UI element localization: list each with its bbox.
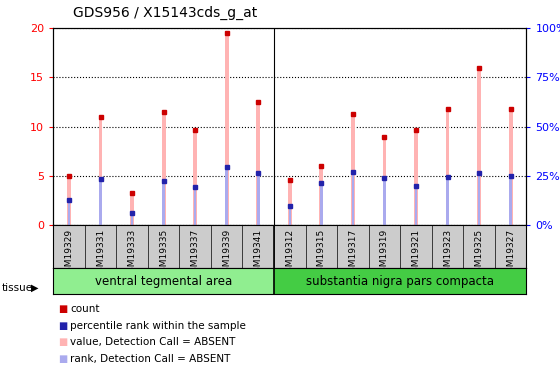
Text: GSM19335: GSM19335 [159, 228, 168, 278]
Text: ■: ■ [58, 338, 67, 347]
Bar [320, 183, 323, 225]
Text: ventral tegmental area: ventral tegmental area [95, 275, 232, 288]
Text: ■: ■ [58, 354, 67, 364]
Bar [288, 180, 292, 225]
Bar [414, 129, 418, 225]
Text: GSM19325: GSM19325 [474, 228, 484, 278]
Bar [352, 172, 354, 225]
Bar [351, 114, 355, 225]
Bar [477, 68, 481, 225]
Text: GSM19337: GSM19337 [190, 228, 200, 278]
Text: GSM19321: GSM19321 [412, 228, 421, 278]
Bar [415, 186, 417, 225]
Bar [257, 173, 259, 225]
Text: GSM19323: GSM19323 [443, 228, 452, 278]
Bar [53, 268, 274, 294]
Text: GSM19312: GSM19312 [285, 228, 295, 278]
Bar [225, 33, 228, 225]
Bar [162, 112, 166, 225]
Text: percentile rank within the sample: percentile rank within the sample [70, 321, 246, 331]
Bar [446, 177, 449, 225]
Text: GSM19319: GSM19319 [380, 228, 389, 278]
Bar [288, 206, 291, 225]
Bar [99, 117, 102, 225]
Text: GSM19333: GSM19333 [128, 228, 137, 278]
Bar [510, 176, 512, 225]
Text: GSM19331: GSM19331 [96, 228, 105, 278]
Bar [67, 176, 71, 225]
Text: ■: ■ [58, 321, 67, 331]
Text: GSM19317: GSM19317 [348, 228, 357, 278]
Text: GDS956 / X15143cds_g_at: GDS956 / X15143cds_g_at [73, 6, 257, 20]
Text: substantia nigra pars compacta: substantia nigra pars compacta [306, 275, 494, 288]
Bar [274, 268, 526, 294]
Bar [162, 181, 165, 225]
Bar [193, 129, 197, 225]
Text: count: count [70, 304, 100, 314]
Bar [508, 109, 512, 225]
Bar [194, 187, 197, 225]
Bar [226, 167, 228, 225]
Bar [383, 178, 386, 225]
Text: GSM19315: GSM19315 [317, 228, 326, 278]
Bar [131, 213, 133, 225]
Text: ▶: ▶ [31, 283, 38, 292]
Text: tissue: tissue [2, 283, 33, 292]
Bar [130, 192, 134, 225]
Bar [382, 137, 386, 225]
Text: GSM19339: GSM19339 [222, 228, 231, 278]
Text: ■: ■ [58, 304, 67, 314]
Bar [446, 109, 450, 225]
Text: value, Detection Call = ABSENT: value, Detection Call = ABSENT [70, 338, 235, 347]
Bar [99, 179, 102, 225]
Text: rank, Detection Call = ABSENT: rank, Detection Call = ABSENT [70, 354, 230, 364]
Bar [319, 166, 323, 225]
Bar [256, 102, 260, 225]
Text: GSM19341: GSM19341 [254, 228, 263, 278]
Bar [68, 200, 70, 225]
Text: GSM19327: GSM19327 [506, 228, 515, 278]
Text: GSM19329: GSM19329 [64, 228, 73, 278]
Bar [478, 173, 480, 225]
